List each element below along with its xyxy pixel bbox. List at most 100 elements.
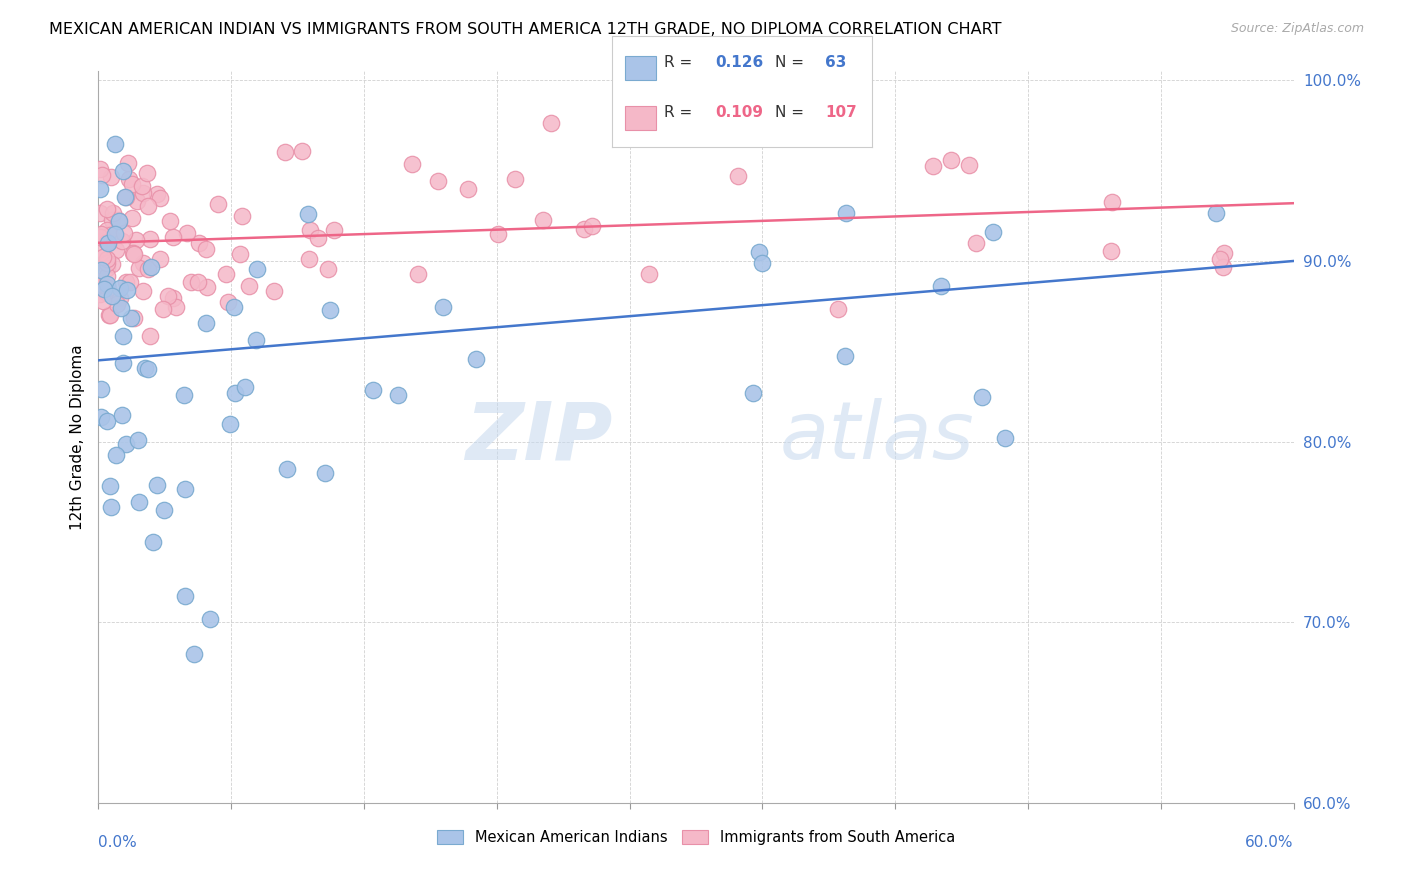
Point (751, 255, 773, 269)
Point (90, 382, 112, 396)
Point (217, 294, 239, 309)
Point (122, 246, 145, 260)
Point (176, 226, 198, 240)
Point (96, 277, 118, 291)
Point (198, 612, 221, 626)
Point (138, 261, 160, 276)
Y-axis label: 12th Grade, No Diploma: 12th Grade, No Diploma (69, 344, 84, 530)
Point (105, 297, 128, 311)
Legend: Mexican American Indians, Immigrants from South America: Mexican American Indians, Immigrants fro… (432, 823, 960, 850)
Point (91, 250, 114, 264)
Point (291, 144, 314, 158)
Point (922, 159, 945, 173)
Point (136, 362, 159, 376)
Text: atlas: atlas (779, 398, 974, 476)
Point (146, 478, 169, 492)
Point (127, 433, 149, 447)
Point (298, 223, 321, 237)
Point (108, 281, 131, 295)
Point (111, 409, 134, 423)
Point (120, 310, 142, 325)
Point (929, 279, 952, 293)
Point (162, 230, 184, 244)
Point (118, 172, 141, 186)
Point (112, 164, 135, 178)
Point (488, 227, 510, 241)
Point (581, 219, 603, 233)
Point (100, 257, 122, 271)
Point (408, 267, 430, 281)
Point (132, 285, 155, 299)
Point (387, 388, 409, 402)
Point (96, 260, 118, 275)
Point (307, 231, 329, 245)
Point (145, 187, 167, 202)
Point (121, 211, 143, 226)
Point (94, 285, 117, 299)
Point (89, 242, 111, 256)
Point (983, 225, 1005, 239)
Point (162, 291, 184, 305)
Point (120, 275, 142, 289)
Point (834, 349, 856, 363)
Point (297, 206, 319, 220)
Point (638, 267, 661, 281)
Point (96, 256, 118, 270)
Point (101, 289, 124, 303)
Point (104, 448, 127, 462)
Point (131, 178, 153, 193)
Point (96, 414, 118, 428)
Point (152, 503, 174, 517)
Text: MEXICAN AMERICAN INDIAN VS IMMIGRANTS FROM SOUTH AMERICA 12TH GRADE, NO DIPLOMA : MEXICAN AMERICAN INDIAN VS IMMIGRANTS FR… (49, 22, 1001, 37)
Text: 107: 107 (825, 105, 856, 120)
Point (218, 417, 240, 432)
Point (574, 222, 596, 236)
Point (90, 410, 112, 425)
Point (432, 300, 454, 314)
Point (110, 301, 132, 315)
Point (89, 181, 111, 195)
Point (104, 137, 127, 152)
Point (89, 206, 111, 220)
Point (827, 302, 849, 317)
Point (139, 232, 162, 246)
Point (96, 223, 118, 237)
Point (233, 380, 256, 394)
Point (97, 281, 120, 295)
Point (91, 293, 114, 308)
Point (98, 228, 121, 243)
Point (314, 467, 336, 481)
Text: 0.126: 0.126 (716, 55, 763, 70)
Point (156, 289, 179, 303)
Point (180, 275, 202, 289)
Text: Source: ZipAtlas.com: Source: ZipAtlas.com (1230, 22, 1364, 36)
Point (1209, 252, 1232, 266)
Point (323, 223, 346, 237)
Point (135, 166, 157, 180)
Point (112, 356, 135, 370)
Point (89, 286, 111, 301)
Text: N =: N = (776, 105, 810, 120)
Point (117, 156, 139, 170)
Point (298, 252, 321, 266)
Point (531, 213, 554, 227)
Point (125, 194, 148, 208)
Point (972, 390, 994, 404)
Point (139, 260, 162, 274)
Point (98, 479, 121, 493)
Point (1101, 195, 1123, 210)
Point (122, 311, 145, 326)
Point (187, 275, 209, 289)
Point (142, 535, 165, 549)
Text: 0.109: 0.109 (716, 105, 763, 120)
Point (195, 279, 218, 293)
Point (152, 302, 174, 317)
Point (96, 252, 118, 266)
Point (101, 213, 124, 227)
Point (457, 182, 479, 196)
Point (97, 235, 120, 250)
Point (965, 236, 987, 251)
Point (115, 436, 138, 450)
Text: R =: R = (664, 105, 697, 120)
Point (1212, 245, 1234, 260)
